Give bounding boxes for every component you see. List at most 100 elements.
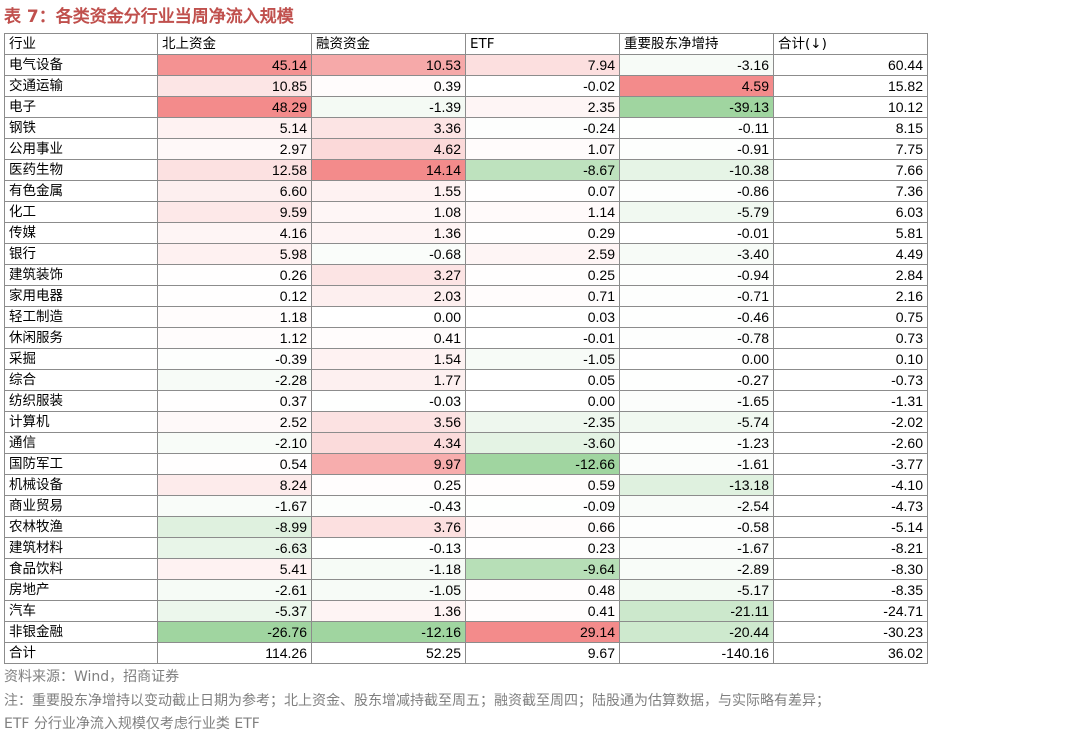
table-cell: -1.39 [311,96,466,118]
table-cell: 0.12 [157,285,312,307]
table-cell: 114.26 [157,642,312,664]
table-cell: -0.01 [465,327,620,349]
table-cell: 0.48 [465,579,620,601]
table-cell: 1.77 [311,369,466,391]
table-cell: -140.16 [619,642,774,664]
table-cell: 0.23 [465,537,620,559]
table-row: 交通运输 10.85 0.39 -0.02 4.59 15.82 [4,75,928,97]
table-cell: 0.71 [465,285,620,307]
table-cell: -0.86 [619,180,774,202]
table-cell: 1.14 [465,201,620,223]
table-cell: 36.02 [773,642,928,664]
table-cell: 电气设备 [4,54,158,76]
table-row: 银行 5.98 -0.68 2.59 -3.40 4.49 [4,243,928,265]
table-cell: 3.76 [311,516,466,538]
table-cell: -0.09 [465,495,620,517]
table-cell: 9.67 [465,642,620,664]
table-row: 建筑材料 -6.63 -0.13 0.23 -1.67 -8.21 [4,537,928,559]
table-cell: 医药生物 [4,159,158,181]
table-row: 食品饮料 5.41 -1.18 -9.64 -2.89 -8.30 [4,558,928,580]
table-cell: 商业贸易 [4,495,158,517]
table-cell: -5.14 [773,516,928,538]
table-cell: 0.75 [773,306,928,328]
table-cell: -0.27 [619,369,774,391]
table-cell: 5.41 [157,558,312,580]
table-cell: 0.25 [465,264,620,286]
table-row: 传媒 4.16 1.36 0.29 -0.01 5.81 [4,222,928,244]
table-cell: 0.00 [465,390,620,412]
table-row: 轻工制造 1.18 0.00 0.03 -0.46 0.75 [4,306,928,328]
table-cell: -2.60 [773,432,928,454]
table-row: 公用事业 2.97 4.62 1.07 -0.91 7.75 [4,138,928,160]
table-cell: 3.36 [311,117,466,139]
table-cell: 纺织服装 [4,390,158,412]
table-row: 非银金融 -26.76 -12.16 29.14 -20.44 -30.23 [4,621,928,643]
table-row: 国防军工 0.54 9.97 -12.66 -1.61 -3.77 [4,453,928,475]
table-cell: 7.75 [773,138,928,160]
table-cell: -2.02 [773,411,928,433]
fund-flow-table: 行业 北上资金 融资资金 ETF 重要股东净增持 合计(↓) 电气设备 45.14 10.53 7… [4,33,928,664]
table-cell: 10.12 [773,96,928,118]
header-cell: 合计(↓) [773,33,928,55]
table-cell: 8.24 [157,474,312,496]
table-cell: 农林牧渔 [4,516,158,538]
table-cell: -2.35 [465,411,620,433]
table-cell: 食品饮料 [4,558,158,580]
table-row: 合计 114.26 52.25 9.67 -140.16 36.02 [4,642,928,664]
table-cell: -0.02 [465,75,620,97]
table-cell: 15.82 [773,75,928,97]
table-row: 综合 -2.28 1.77 0.05 -0.27 -0.73 [4,369,928,391]
table-cell: 采掘 [4,348,158,370]
table-cell: 0.05 [465,369,620,391]
table-row: 机械设备 8.24 0.25 0.59 -13.18 -4.10 [4,474,928,496]
table-cell: 0.29 [465,222,620,244]
table-cell: -1.23 [619,432,774,454]
table-cell: 3.27 [311,264,466,286]
table-cell: -1.05 [465,348,620,370]
table-cell: 国防军工 [4,453,158,475]
table-cell: -4.10 [773,474,928,496]
table-cell: 合计 [4,642,158,664]
table-cell: -0.03 [311,390,466,412]
table-row: 休闲服务 1.12 0.41 -0.01 -0.78 0.73 [4,327,928,349]
table-cell: -1.67 [619,537,774,559]
table-cell: -3.16 [619,54,774,76]
table-cell: -1.05 [311,579,466,601]
header-cell: 融资资金 [311,33,466,55]
table-cell: -0.13 [311,537,466,559]
table-cell: -13.18 [619,474,774,496]
table-cell: -5.74 [619,411,774,433]
table-row: 电气设备 45.14 10.53 7.94 -3.16 60.44 [4,54,928,76]
table-cell: -2.28 [157,369,312,391]
table-cell: -39.13 [619,96,774,118]
table-cell: 交通运输 [4,75,158,97]
table-cell: 9.59 [157,201,312,223]
table-cell: 1.36 [311,600,466,622]
table-cell: 1.54 [311,348,466,370]
table-cell: -12.66 [465,453,620,475]
table-cell: 7.36 [773,180,928,202]
table-cell: 4.59 [619,75,774,97]
table-cell: 3.56 [311,411,466,433]
table-cell: -2.61 [157,579,312,601]
table-cell: -8.21 [773,537,928,559]
table-row: 有色金属 6.60 1.55 0.07 -0.86 7.36 [4,180,928,202]
table-cell: -0.01 [619,222,774,244]
footnote: ETF 分行业净流入规模仅考虑行业类 ETF [4,716,260,732]
table-cell: 家用电器 [4,285,158,307]
table-cell: 0.03 [465,306,620,328]
table-cell: 休闲服务 [4,327,158,349]
table-row: 家用电器 0.12 2.03 0.71 -0.71 2.16 [4,285,928,307]
table-cell: 0.41 [465,600,620,622]
table-cell: 机械设备 [4,474,158,496]
table-cell: 1.18 [157,306,312,328]
table-cell: 4.34 [311,432,466,454]
table-cell: -0.39 [157,348,312,370]
table-cell: 1.36 [311,222,466,244]
table-cell: -20.44 [619,621,774,643]
table-cell: 0.37 [157,390,312,412]
table-cell: 0.00 [619,348,774,370]
table-cell: -0.94 [619,264,774,286]
header-cell: 北上资金 [157,33,312,55]
table-cell: 汽车 [4,600,158,622]
